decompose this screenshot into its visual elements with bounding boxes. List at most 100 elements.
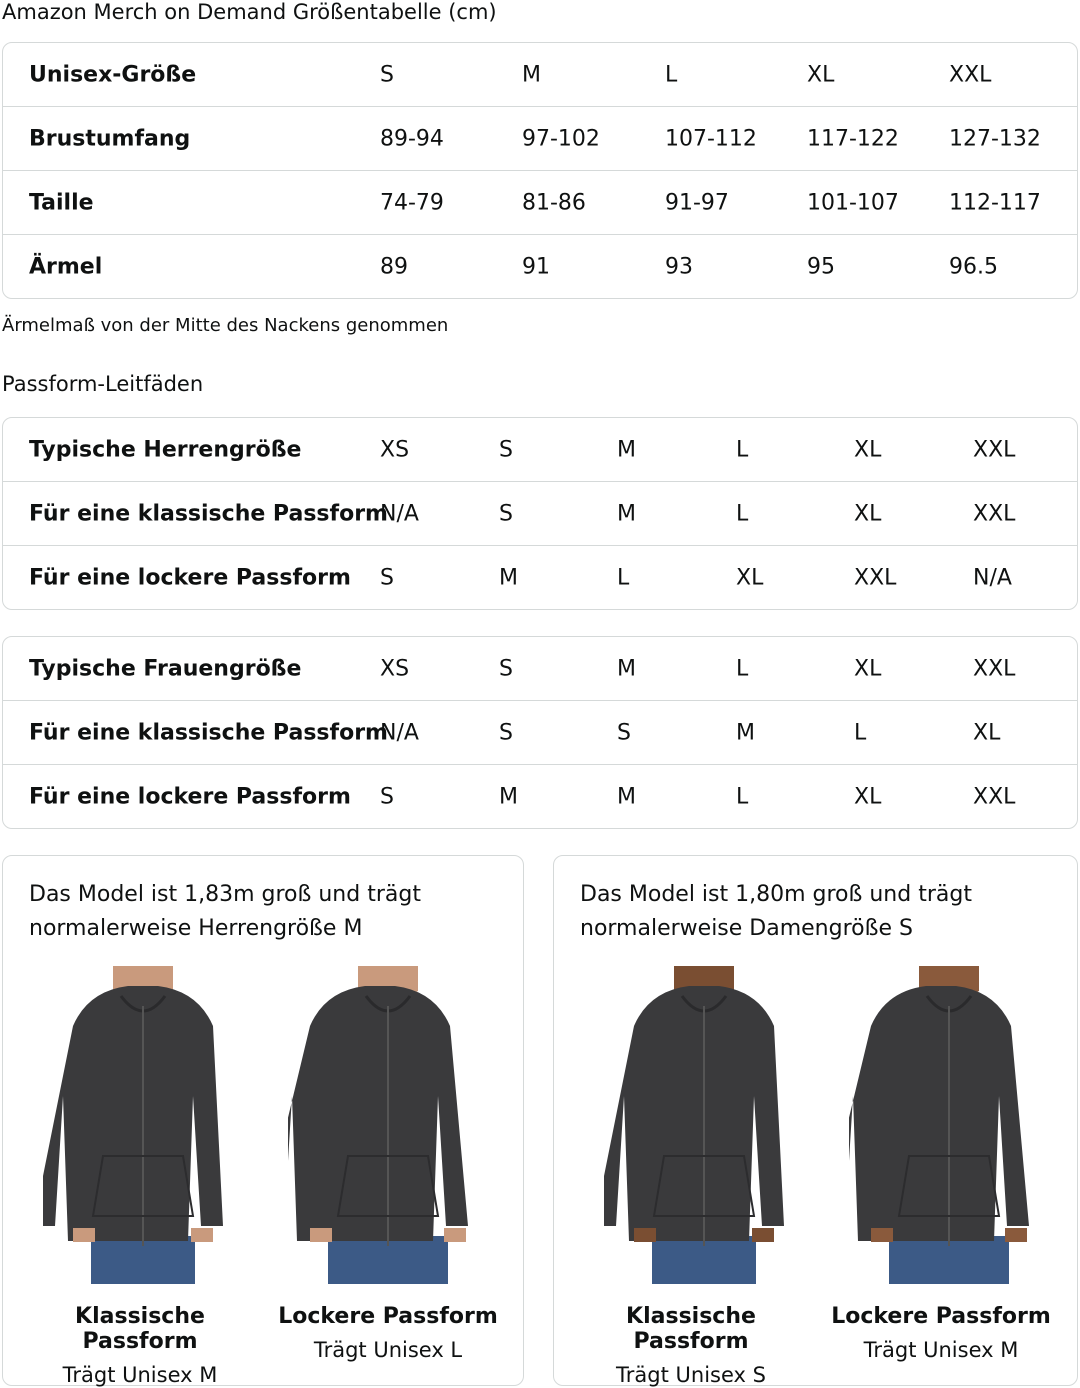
fit-title: Lockere Passform [831, 1304, 1051, 1329]
table-cell: XXL [973, 656, 1016, 681]
table-cell: XXL [949, 62, 992, 87]
table-cell: S [499, 720, 513, 745]
row-label: Für eine klassische Passform [29, 720, 388, 745]
fit-caption: Klassische Passform Trägt Unisex S [566, 1304, 816, 1387]
table-cell: 91-97 [665, 190, 729, 215]
women-model-card: Das Model ist 1,80m groß und trägt norma… [553, 855, 1078, 1387]
table-row: Unisex-Größe S M L XL XXL [3, 43, 1077, 106]
sleeve-note: Ärmelmaß von der Mitte des Nackens genom… [2, 315, 449, 336]
table-cell: XL [854, 784, 882, 809]
model-description: Das Model ist 1,83m groß und trägt norma… [29, 882, 421, 941]
table-cell: L [854, 720, 867, 745]
table-cell: XXL [973, 784, 1016, 809]
model-description: Das Model ist 1,80m groß und trägt norma… [580, 882, 972, 941]
row-label: Für eine lockere Passform [29, 784, 351, 809]
table-cell: XL [854, 501, 882, 526]
table-cell: S [499, 437, 513, 462]
fit-heading: Passform-Leitfäden [2, 372, 204, 396]
table-cell: 91 [522, 254, 550, 279]
men-fit-table: Typische Herrengröße XS S M L XL XXL Für eine k… [2, 417, 1078, 610]
table-cell: XXL [973, 501, 1016, 526]
fit-title: Klassische Passform [75, 1304, 205, 1354]
fit-size-note: Trägt Unisex M [863, 1338, 1019, 1362]
fit-caption: Lockere Passform Trägt Unisex L [263, 1304, 513, 1362]
table-cell: L [736, 501, 749, 526]
table-row: Ärmel 89 91 93 95 96.5 [3, 234, 1077, 298]
row-label: Typische Herrengröße [29, 437, 302, 462]
table-cell: 112-117 [949, 190, 1041, 215]
size-table: Unisex-Größe S M L XL XXL Brustumfang 89-94 97-1… [2, 42, 1078, 299]
table-cell: XL [807, 62, 835, 87]
table-cell: XL [973, 720, 1001, 745]
table-cell: 93 [665, 254, 693, 279]
table-row: Typische Herrengröße XS S M L XL XXL [3, 418, 1077, 481]
fit-title: Lockere Passform [278, 1304, 498, 1329]
hoodie-photo [33, 966, 243, 1284]
table-cell: 95 [807, 254, 835, 279]
table-cell: S [617, 720, 631, 745]
table-cell: 97-102 [522, 126, 600, 151]
table-row: Für eine klassische Passform N/A S M L XL XXL [3, 481, 1077, 545]
table-row: Taille 74-79 81-86 91-97 101-107 112-117 [3, 170, 1077, 234]
table-cell: M [617, 784, 636, 809]
table-cell: 107-112 [665, 126, 757, 151]
hoodie-photo [823, 966, 1049, 1284]
table-cell: 96.5 [949, 254, 998, 279]
table-cell: 89 [380, 254, 408, 279]
table-cell: M [617, 656, 636, 681]
table-cell: N/A [973, 565, 1012, 590]
row-label: Unisex-Größe [29, 62, 197, 87]
table-cell: S [380, 565, 394, 590]
fit-caption: Lockere Passform Trägt Unisex M [816, 1304, 1066, 1362]
table-cell: L [617, 565, 630, 590]
table-cell: 117-122 [807, 126, 899, 151]
row-label: Brustumfang [29, 126, 191, 151]
table-row: Brustumfang 89-94 97-102 107-112 117-122 127-… [3, 106, 1077, 170]
table-cell: XXL [854, 565, 897, 590]
row-label: Ärmel [29, 254, 103, 279]
fit-size-note: Trägt Unisex L [313, 1338, 463, 1362]
table-row: Typische Frauengröße XS S M L XL XXL [3, 637, 1077, 700]
table-cell: L [736, 784, 749, 809]
table-cell: M [736, 720, 755, 745]
hoodie-photo [262, 966, 488, 1284]
table-cell: M [522, 62, 541, 87]
row-label: Taille [29, 190, 94, 215]
table-row: Für eine klassische Passform N/A S S M L XL [3, 700, 1077, 764]
table-cell: M [617, 437, 636, 462]
table-cell: XL [854, 656, 882, 681]
table-cell: XS [380, 437, 410, 462]
table-cell: L [736, 656, 749, 681]
table-row: Für eine lockere Passform S M L XL XXL N/A [3, 545, 1077, 609]
table-cell: XL [854, 437, 882, 462]
table-cell: M [499, 565, 518, 590]
table-cell: 101-107 [807, 190, 899, 215]
table-cell: XS [380, 656, 410, 681]
row-label: Für eine lockere Passform [29, 565, 351, 590]
table-cell: N/A [380, 720, 419, 745]
table-cell: 81-86 [522, 190, 586, 215]
table-cell: L [736, 437, 749, 462]
table-cell: S [499, 656, 513, 681]
table-cell: M [617, 501, 636, 526]
table-cell: M [499, 784, 518, 809]
table-cell: XXL [973, 437, 1016, 462]
fit-caption: Klassische Passform Trägt Unisex M [15, 1304, 265, 1387]
chart-title: Amazon Merch on Demand Größentabelle (cm… [2, 0, 497, 24]
hoodie-photo [594, 966, 804, 1284]
table-row: Für eine lockere Passform S M M L XL XXL [3, 764, 1077, 828]
row-label: Für eine klassische Passform [29, 501, 388, 526]
table-cell: 89-94 [380, 126, 444, 151]
fit-size-note: Trägt Unisex S [616, 1363, 766, 1387]
table-cell: XL [736, 565, 764, 590]
table-cell: L [665, 62, 678, 87]
table-cell: S [499, 501, 513, 526]
table-cell: S [380, 784, 394, 809]
fit-size-note: Trägt Unisex M [62, 1363, 218, 1387]
women-fit-table: Typische Frauengröße XS S M L XL XXL Für eine k… [2, 636, 1078, 829]
fit-title: Klassische Passform [626, 1304, 756, 1354]
table-cell: 127-132 [949, 126, 1041, 151]
men-model-card: Das Model ist 1,83m groß und trägt norma… [2, 855, 524, 1387]
table-cell: S [380, 62, 394, 87]
table-cell: N/A [380, 501, 419, 526]
